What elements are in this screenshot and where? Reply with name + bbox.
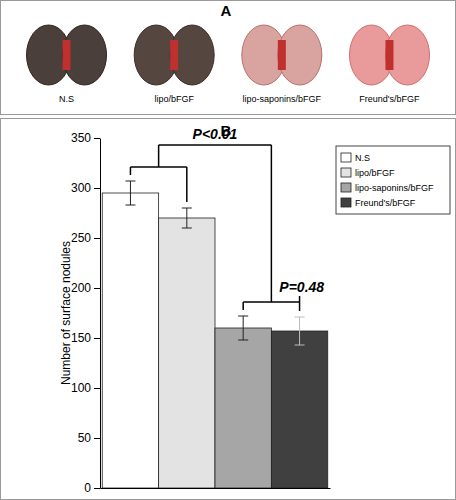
bracket-line [242,302,244,310]
error-cap [125,181,135,182]
bracket-line [243,301,299,303]
lung-lobe [349,25,393,85]
bracket-line [159,144,272,146]
photo-caption: N.S [59,94,74,104]
legend-label: lipo/bFGF [355,168,395,178]
legend-label: Freund's/bFGF [355,198,416,208]
trachea [63,40,71,70]
y-axis: 0 50 100 150 200 250 300 350 [71,131,101,495]
error-cap [295,345,305,346]
error-stem [243,316,244,340]
bracket-line [130,167,132,175]
y-tick: 300 [71,181,100,195]
y-tick-mark [94,188,100,189]
legend-swatch [341,168,351,177]
lung-lobe [63,25,107,85]
y-tick-mark [94,488,100,489]
annotation: P<0.01 [193,126,238,142]
legend-swatch [341,153,351,162]
photo-caption: lipo/bFGF [154,94,194,104]
error-bar [295,317,305,345]
error-cap [125,205,135,206]
plot-area [102,181,327,488]
y-tick-mark [94,438,100,439]
annotation: P=0.48 [279,279,324,295]
legend-label: lipo-saponins/bFGF [355,183,434,193]
panel-b-frame [1,119,456,500]
error-cap [238,316,248,317]
trachea [278,40,286,70]
panel-label: A [221,2,232,19]
y-axis-line [100,139,101,489]
lung-photo [27,25,107,85]
bracket-line [271,145,273,302]
y-tick-mark [94,238,100,239]
error-cap [182,208,192,209]
bracket-line [186,167,188,202]
y-tick: 50 [78,431,100,445]
error-stem [299,317,300,345]
error-bar [182,208,192,228]
y-tick-label: 100 [71,381,91,395]
trachea [385,40,393,70]
lung-lobe [170,25,214,85]
error-bar [238,316,248,340]
bracket-line [299,296,301,302]
lung-photo [349,25,429,85]
error-bar [125,181,135,205]
y-tick-label: 250 [71,231,91,245]
error-cap [295,317,305,318]
y-tick: 100 [71,381,100,395]
lung-lobe [278,25,322,85]
y-tick-mark [94,138,100,139]
lung-lobe [385,25,429,85]
legend: N.S lipo/bFGF lipo-saponins/bFGF Freund's/b… [336,146,450,214]
y-tick-mark [94,338,100,339]
photo-caption: Freund's/bFGF [359,94,420,104]
y-tick-label: 300 [71,181,91,195]
bar [271,331,327,488]
y-tick-label: 150 [71,331,91,345]
bracket-line [158,145,160,167]
y-tick: 200 [71,281,100,295]
bar [215,328,271,488]
legend-swatch [341,183,351,192]
significance-brackets [130,145,299,311]
lung-lobe [242,25,286,85]
lung-lobe [27,25,71,85]
y-tick-mark [94,388,100,389]
y-tick-mark [94,288,100,289]
error-cap [182,228,192,229]
photo-caption: lipo-saponins/bFGF [243,94,322,104]
bracket-line [299,302,301,311]
legend-label: N.S [355,153,370,163]
bar [159,218,215,488]
error-cap [238,340,248,341]
y-tick-label: 200 [71,281,91,295]
y-axis-title: Number of surface nodules [59,241,73,385]
y-tick: 350 [71,131,100,145]
legend-frame [336,146,450,214]
lung-photo [242,25,322,85]
y-tick: 150 [71,331,100,345]
y-tick-label: 0 [84,481,91,495]
trachea [170,40,178,70]
panel-a-frame [1,1,456,115]
lung-lobe [134,25,178,85]
y-tick-label: 350 [71,131,91,145]
x-axis-line [101,488,331,489]
error-stem [130,181,131,205]
y-tick: 0 [84,481,100,495]
figure: A N.S lipo/bFGF lipo-saponins/bFGF Freund's/… [0,0,456,500]
y-tick-label: 50 [78,431,92,445]
y-tick: 250 [71,231,100,245]
legend-swatch [341,198,351,207]
lung-photo [134,25,214,85]
bar [102,193,158,488]
error-stem [186,208,187,228]
